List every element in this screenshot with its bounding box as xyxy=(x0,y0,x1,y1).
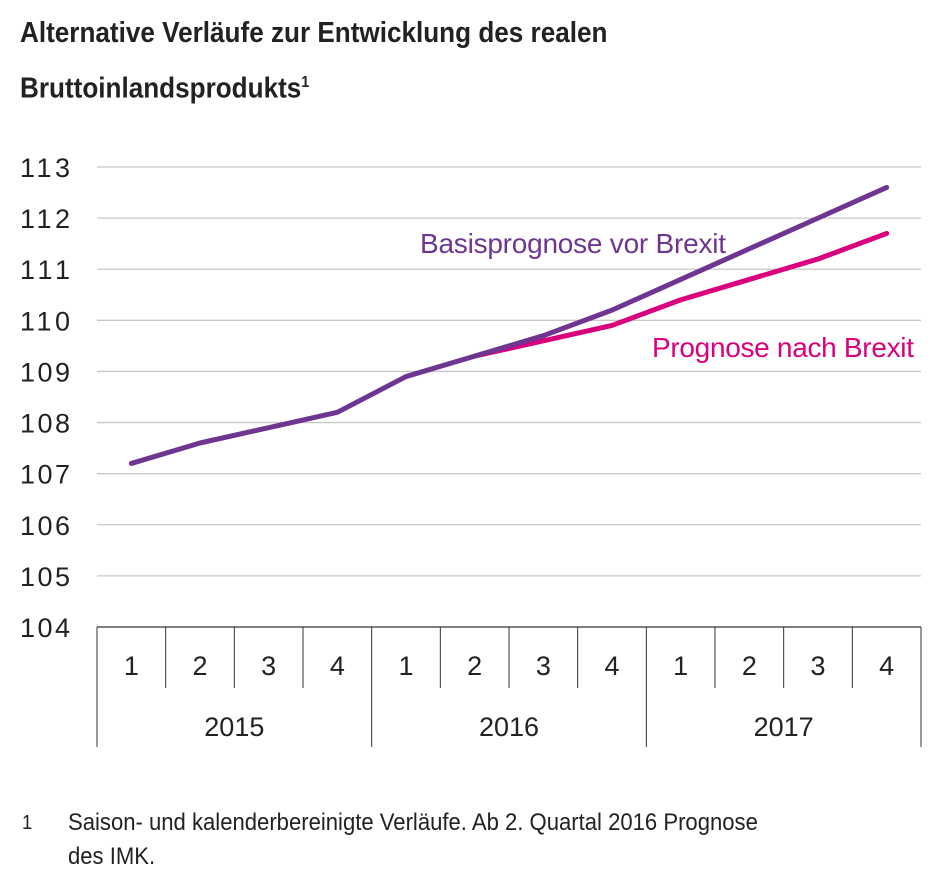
x-tick-label: 1 xyxy=(673,651,688,681)
x-tick-label: 4 xyxy=(330,651,345,681)
x-tick-label: 1 xyxy=(398,651,413,681)
x-tick-label: 3 xyxy=(536,651,551,681)
x-tick-label: 2 xyxy=(742,651,757,681)
series-label: Prognose nach Brexit xyxy=(652,332,914,363)
series-label: Basisprognose vor Brexit xyxy=(420,228,726,259)
y-tick-label: 113 xyxy=(20,153,70,183)
y-tick-label: 112 xyxy=(20,204,70,234)
group-label: 2015 xyxy=(204,712,264,742)
y-tick-label: 111 xyxy=(20,255,70,285)
x-tick-label: 2 xyxy=(192,651,207,681)
series-line xyxy=(472,230,890,359)
x-tick-label: 2 xyxy=(467,651,482,681)
y-tick-label: 108 xyxy=(20,409,70,439)
x-tick-label: 4 xyxy=(879,651,894,681)
y-tick-label: 105 xyxy=(20,562,70,592)
y-tick-label: 106 xyxy=(20,511,70,541)
series-line xyxy=(128,184,890,466)
y-tick-label: 109 xyxy=(20,357,70,387)
y-tick-label: 110 xyxy=(20,306,70,336)
x-tick-label: 3 xyxy=(261,651,276,681)
y-tick-label: 107 xyxy=(20,460,70,490)
x-tick-label: 1 xyxy=(124,651,139,681)
y-tick-label: 104 xyxy=(20,613,70,643)
x-tick-label: 3 xyxy=(810,651,825,681)
group-label: 2016 xyxy=(479,712,539,742)
group-label: 2017 xyxy=(754,712,814,742)
chart-title: Alternative Verläufe zur Entwicklung des… xyxy=(20,17,608,105)
x-tick-label: 4 xyxy=(604,651,619,681)
